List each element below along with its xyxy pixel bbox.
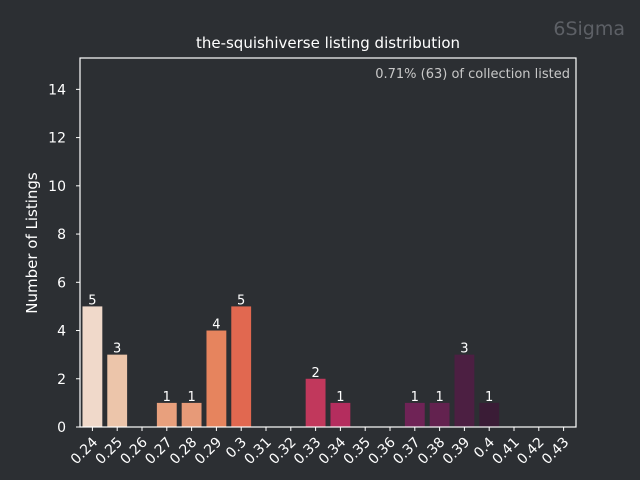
x-tick-label: 0.25 — [93, 435, 126, 468]
data-label-0.25: 3 — [113, 342, 121, 357]
y-tick-label: 4 — [57, 324, 66, 340]
x-tick-label: 0.27 — [142, 435, 175, 468]
bar-0.3 — [231, 306, 252, 427]
bar-0.34 — [330, 402, 351, 427]
plot-frame — [79, 57, 577, 428]
data-label-0.29: 4 — [212, 318, 220, 333]
bar-0.37 — [404, 402, 425, 427]
x-tick-label: 0.29 — [192, 435, 225, 468]
bar-0.4 — [479, 402, 500, 427]
y-tick-label: 2 — [57, 372, 66, 388]
data-label-0.3: 5 — [237, 293, 245, 308]
x-tick-label: 0.43 — [539, 435, 572, 468]
y-tick-label: 0 — [57, 420, 66, 436]
x-tick-label: 0.33 — [291, 435, 324, 468]
x-tick-label: 0.24 — [68, 434, 101, 467]
data-label-0.28: 1 — [187, 390, 195, 405]
bar-0.25 — [107, 354, 128, 427]
y-tick-label: 8 — [57, 227, 66, 243]
listed-annotation: 0.71% (63) of collection listed — [375, 67, 570, 82]
x-tick-label: 0.32 — [266, 435, 299, 468]
y-tick-label: 6 — [57, 275, 66, 291]
bar-0.38 — [429, 402, 450, 427]
x-tick-label: 0.36 — [365, 434, 398, 467]
x-tick-label: 0.42 — [514, 435, 547, 468]
bar-0.24 — [82, 306, 103, 427]
data-label-0.27: 1 — [163, 390, 171, 405]
y-tick-label: 10 — [48, 179, 66, 195]
bar-0.29 — [206, 330, 227, 427]
data-label-0.37: 1 — [411, 390, 419, 405]
y-tick-label: 12 — [48, 131, 66, 147]
bar-0.27 — [156, 402, 177, 427]
x-tick-label: 0.39 — [440, 435, 473, 468]
x-tick-label: 0.41 — [489, 435, 522, 468]
x-tick-label: 0.35 — [341, 435, 374, 468]
data-label-0.24: 5 — [88, 293, 96, 308]
x-tick-label: 0.37 — [390, 435, 423, 468]
x-tick-label: 0.34 — [316, 434, 349, 467]
watermark: 6Sigma — [553, 18, 625, 40]
x-tick-label: 0.28 — [167, 435, 200, 468]
x-tick-label: 0.26 — [117, 434, 150, 467]
bar-0.28 — [181, 402, 202, 427]
data-label-0.34: 1 — [336, 390, 344, 405]
data-label-0.33: 2 — [311, 366, 319, 381]
x-tick-label: 0.38 — [415, 435, 448, 468]
x-tick-label: 0.31 — [241, 435, 274, 468]
data-label-0.4: 1 — [485, 390, 493, 405]
bar-0.33 — [305, 378, 326, 427]
bar-0.39 — [454, 354, 475, 427]
data-label-0.39: 3 — [460, 342, 468, 357]
data-label-0.38: 1 — [435, 390, 443, 405]
y-tick-label: 14 — [48, 82, 66, 98]
chart-title: the-squishiverse listing distribution — [195, 34, 461, 52]
